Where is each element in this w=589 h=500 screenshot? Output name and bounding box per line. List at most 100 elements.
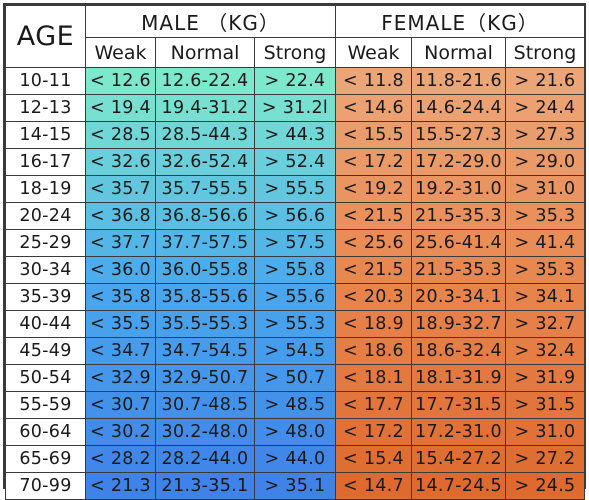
male-normal-cell: 12.6-22.4 bbox=[155, 67, 255, 95]
male-weak-cell: < 35.8 bbox=[85, 283, 156, 311]
male-weak-cell: < 28.2 bbox=[85, 445, 156, 473]
male-strong-cell: > 48.0 bbox=[254, 418, 336, 446]
age-cell: 16-17 bbox=[5, 148, 86, 176]
female-weak-cell: < 21.5 bbox=[335, 256, 412, 284]
table-row: 70-99 < 21.3 21.3-35.1 > 35.1 < 14.7 14.7-24.… bbox=[5, 472, 585, 500]
age-cell: 70-99 bbox=[5, 472, 86, 500]
header-row-columns: Weak Normal Strong Weak Normal Strong bbox=[6, 37, 585, 68]
male-normal-cell: 21.3-35.1 bbox=[155, 472, 255, 500]
female-strong-cell: > 31.9 bbox=[505, 364, 585, 392]
female-strong-cell: > 31.0 bbox=[505, 418, 585, 446]
male-strong-cell: > 48.5 bbox=[254, 391, 336, 419]
male-normal-cell: 35.7-55.5 bbox=[155, 175, 255, 203]
male-strong-cell: > 22.4 bbox=[254, 67, 336, 95]
male-strong-cell: > 55.5 bbox=[254, 175, 336, 203]
header-row-groups: AGE MALE （KG） FEMALE（KG） bbox=[5, 5, 585, 68]
female-normal-cell: 18.6-32.4 bbox=[411, 337, 506, 365]
female-weak-cell: < 17.2 bbox=[335, 148, 412, 176]
age-cell: 30-34 bbox=[5, 256, 86, 284]
female-normal-cell: 21.5-35.3 bbox=[411, 202, 506, 230]
female-weak-cell: < 19.2 bbox=[335, 175, 412, 203]
female-strong-cell: > 35.3 bbox=[505, 202, 585, 230]
male-weak-cell: < 32.6 bbox=[85, 148, 156, 176]
male-weak-cell: < 34.7 bbox=[85, 337, 156, 365]
table-row: 18-19 < 35.7 35.7-55.5 > 55.5 < 19.2 19.2-31.… bbox=[5, 175, 585, 203]
male-normal-cell: 30.2-48.0 bbox=[155, 418, 255, 446]
female-strong-cell: > 21.6 bbox=[505, 67, 585, 95]
female-normal-header: Normal bbox=[411, 37, 506, 68]
female-strong-cell: > 27.2 bbox=[505, 445, 585, 473]
male-normal-cell: 37.7-57.5 bbox=[155, 229, 255, 257]
female-normal-cell: 18.9-32.7 bbox=[411, 310, 506, 338]
male-weak-cell: < 36.0 bbox=[85, 256, 156, 284]
table-row: 50-54 < 32.9 32.9-50.7 > 50.7 < 18.1 18.1-31.… bbox=[5, 364, 585, 392]
age-cell: 50-54 bbox=[5, 364, 86, 392]
male-normal-cell: 36.8-56.6 bbox=[155, 202, 255, 230]
female-strong-cell: > 31.0 bbox=[505, 175, 585, 203]
female-strong-cell: > 34.1 bbox=[505, 283, 585, 311]
male-strong-cell: > 35.1 bbox=[254, 472, 336, 500]
age-cell: 60-64 bbox=[5, 418, 86, 446]
table-row: 25-29 < 37.7 37.7-57.5 > 57.5 < 25.6 25.6-41.… bbox=[5, 229, 585, 257]
male-normal-cell: 34.7-54.5 bbox=[155, 337, 255, 365]
male-normal-cell: 19.4-31.2 bbox=[155, 94, 255, 122]
female-strong-cell: > 24.5 bbox=[505, 472, 585, 500]
male-normal-cell: 35.5-55.3 bbox=[155, 310, 255, 338]
male-strong-cell: > 56.6 bbox=[254, 202, 336, 230]
male-weak-cell: < 28.5 bbox=[85, 121, 156, 149]
male-normal-cell: 35.8-55.6 bbox=[155, 283, 255, 311]
male-normal-cell: 28.2-44.0 bbox=[155, 445, 255, 473]
male-weak-cell: < 37.7 bbox=[85, 229, 156, 257]
male-weak-cell: < 30.7 bbox=[85, 391, 156, 419]
female-weak-cell: < 14.7 bbox=[335, 472, 412, 500]
male-normal-cell: 30.7-48.5 bbox=[155, 391, 255, 419]
male-weak-cell: < 30.2 bbox=[85, 418, 156, 446]
table-row: 40-44 < 35.5 35.5-55.3 > 55.3 < 18.9 18.9-32.… bbox=[5, 310, 585, 338]
female-strong-cell: > 32.4 bbox=[505, 337, 585, 365]
female-weak-cell: < 21.5 bbox=[335, 202, 412, 230]
female-weak-cell: < 18.9 bbox=[335, 310, 412, 338]
female-normal-cell: 11.8-21.6 bbox=[411, 67, 506, 95]
male-weak-cell: < 32.9 bbox=[85, 364, 156, 392]
male-strong-cell: > 55.8 bbox=[254, 256, 336, 284]
female-weak-cell: < 15.4 bbox=[335, 445, 412, 473]
female-normal-cell: 14.7-24.5 bbox=[411, 472, 506, 500]
age-cell: 65-69 bbox=[5, 445, 86, 473]
male-strong-header: Strong bbox=[254, 37, 336, 68]
table-row: 35-39 < 35.8 35.8-55.6 > 55.6 < 20.3 20.3-34.… bbox=[5, 283, 585, 311]
table-row: 60-64 < 30.2 30.2-48.0 > 48.0 < 17.2 17.2-31.… bbox=[5, 418, 585, 446]
male-strong-cell: > 55.6 bbox=[254, 283, 336, 311]
female-strong-cell: > 29.0 bbox=[505, 148, 585, 176]
female-normal-cell: 19.2-31.0 bbox=[411, 175, 506, 203]
table-row: 12-13 < 19.4 19.4-31.2 > 31.2l < 14.6 14.6-24… bbox=[5, 94, 585, 122]
age-cell: 25-29 bbox=[5, 229, 86, 257]
male-normal-cell: 36.0-55.8 bbox=[155, 256, 255, 284]
male-weak-header: Weak bbox=[85, 37, 156, 68]
table-row: 45-49 < 34.7 34.7-54.5 > 54.5 < 18.6 18.6-32.… bbox=[5, 337, 585, 365]
table-row: 30-34 < 36.0 36.0-55.8 > 55.8 < 21.5 21.5-35.… bbox=[5, 256, 585, 284]
female-strong-cell: > 41.4 bbox=[505, 229, 585, 257]
female-strong-header: Strong bbox=[505, 37, 585, 68]
age-cell: 45-49 bbox=[5, 337, 86, 365]
female-normal-cell: 25.6-41.4 bbox=[411, 229, 506, 257]
female-strong-cell: > 32.7 bbox=[505, 310, 585, 338]
age-cell: 18-19 bbox=[5, 175, 86, 203]
female-normal-cell: 15.4-27.2 bbox=[411, 445, 506, 473]
female-weak-cell: < 17.2 bbox=[335, 418, 412, 446]
female-normal-cell: 21.5-35.3 bbox=[411, 256, 506, 284]
female-header: FEMALE（KG） bbox=[335, 5, 585, 38]
table-row: 55-59 < 30.7 30.7-48.5 > 48.5 < 17.7 17.7-31.… bbox=[5, 391, 585, 419]
age-cell: 10-11 bbox=[5, 67, 86, 95]
age-cell: 35-39 bbox=[5, 283, 86, 311]
female-weak-cell: < 18.1 bbox=[335, 364, 412, 392]
male-strong-cell: > 54.5 bbox=[254, 337, 336, 365]
male-strong-cell: > 52.4 bbox=[254, 148, 336, 176]
male-weak-cell: < 19.4 bbox=[85, 94, 156, 122]
male-normal-cell: 32.6-52.4 bbox=[155, 148, 255, 176]
age-header: AGE bbox=[5, 5, 86, 68]
female-normal-cell: 18.1-31.9 bbox=[411, 364, 506, 392]
female-weak-header: Weak bbox=[335, 37, 412, 68]
female-weak-cell: < 17.7 bbox=[335, 391, 412, 419]
age-cell: 20-24 bbox=[5, 202, 86, 230]
male-strong-cell: > 50.7 bbox=[254, 364, 336, 392]
